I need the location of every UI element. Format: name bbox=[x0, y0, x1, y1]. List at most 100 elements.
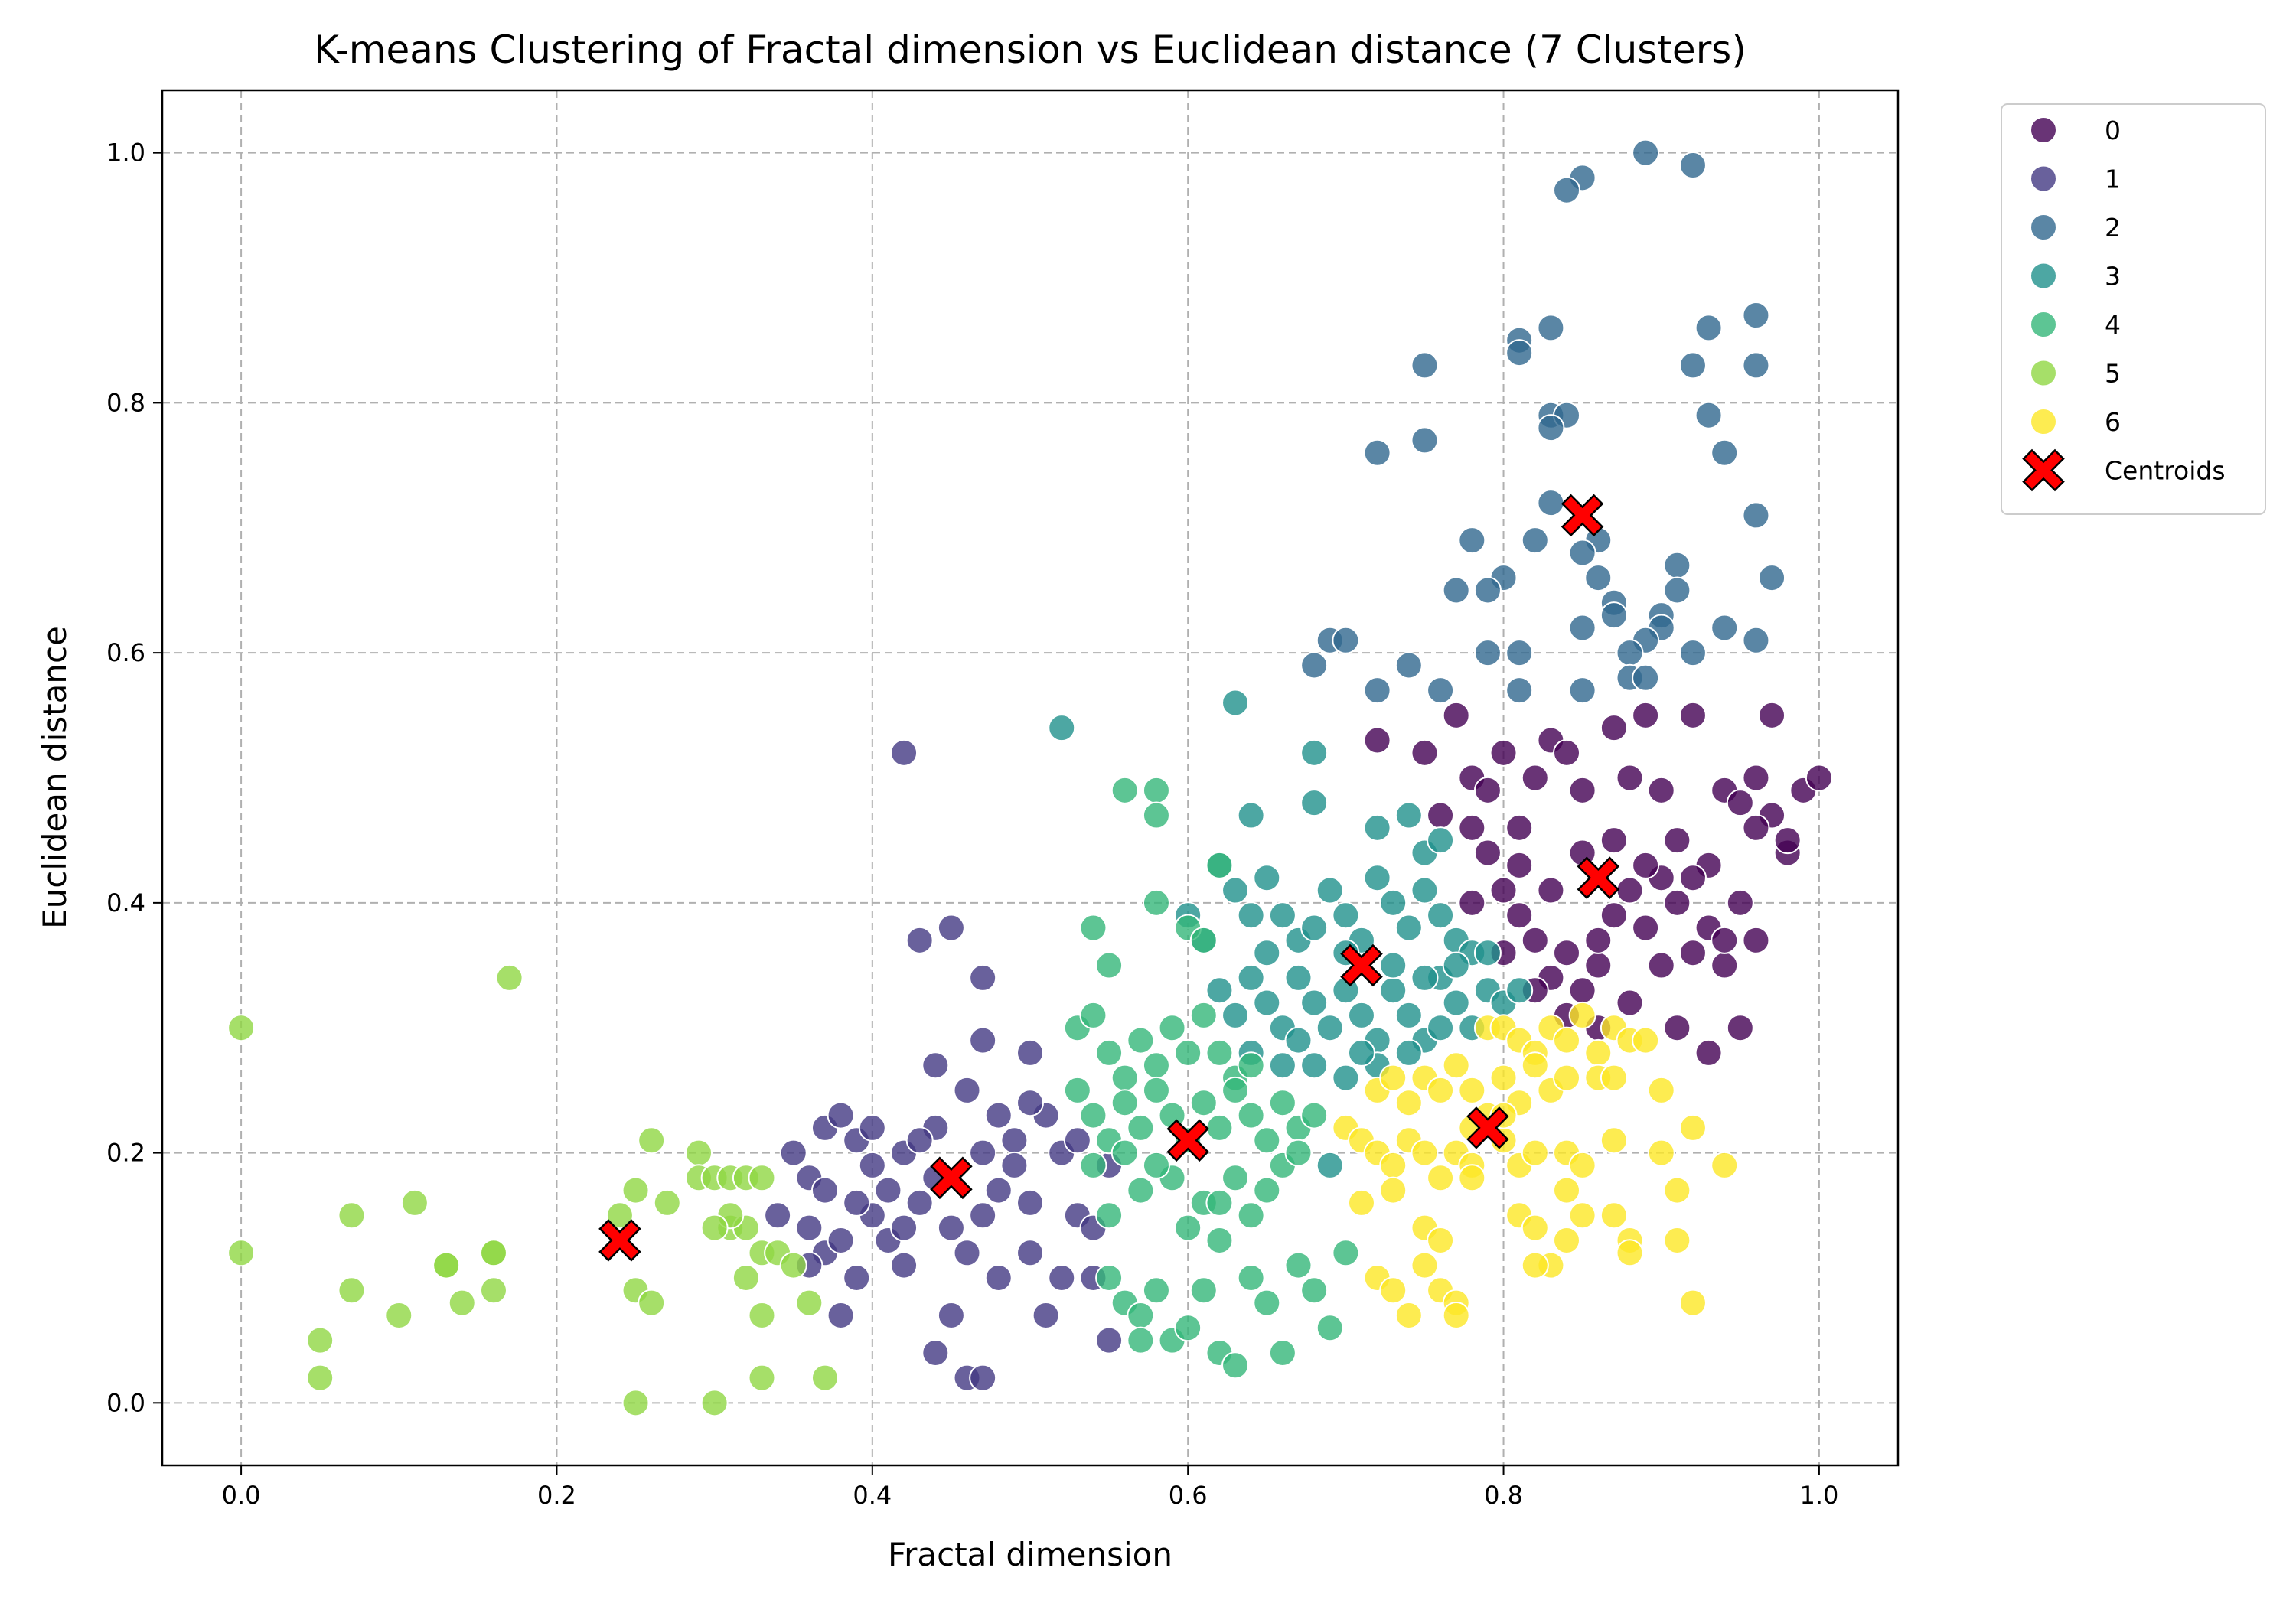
data-point-cluster-2 bbox=[1742, 626, 1770, 654]
data-point-cluster-4 bbox=[1205, 1113, 1234, 1142]
data-point-cluster-0 bbox=[1742, 926, 1770, 954]
data-point-cluster-3 bbox=[1300, 989, 1329, 1017]
data-point-cluster-3 bbox=[1221, 689, 1250, 717]
data-point-cluster-3 bbox=[1505, 976, 1534, 1005]
data-point-cluster-4 bbox=[1142, 888, 1170, 917]
data-point-cluster-0 bbox=[1600, 714, 1628, 742]
data-point-cluster-3 bbox=[1347, 1001, 1375, 1029]
data-point-cluster-5 bbox=[385, 1301, 413, 1329]
data-point-cluster-4 bbox=[1110, 1139, 1139, 1167]
data-point-cluster-1 bbox=[827, 1226, 855, 1254]
data-point-cluster-2 bbox=[1742, 501, 1770, 530]
data-point-cluster-3 bbox=[1300, 789, 1329, 817]
data-point-cluster-1 bbox=[858, 1113, 886, 1142]
data-point-cluster-6 bbox=[1347, 1188, 1375, 1217]
data-point-cluster-5 bbox=[779, 1251, 807, 1279]
x-tick-label: 0.4 bbox=[853, 1481, 892, 1510]
data-point-cluster-3 bbox=[1253, 939, 1281, 967]
legend-centroid-marker bbox=[2022, 448, 2065, 492]
data-point-cluster-3 bbox=[1363, 864, 1391, 892]
data-point-cluster-3 bbox=[1332, 901, 1360, 930]
data-point-cluster-2 bbox=[1616, 639, 1644, 667]
data-point-cluster-1 bbox=[827, 1301, 855, 1329]
data-point-cluster-3 bbox=[1442, 989, 1470, 1017]
data-point-cluster-1 bbox=[1000, 1151, 1029, 1179]
data-point-cluster-2 bbox=[1473, 639, 1502, 667]
data-point-cluster-1 bbox=[969, 1201, 997, 1230]
data-point-cluster-6 bbox=[1663, 1226, 1691, 1254]
data-point-cluster-2 bbox=[1537, 314, 1565, 342]
data-point-cluster-5 bbox=[621, 1389, 650, 1417]
data-point-cluster-5 bbox=[479, 1276, 507, 1305]
data-point-cluster-5 bbox=[700, 1389, 729, 1417]
data-point-cluster-1 bbox=[1016, 1089, 1044, 1117]
data-point-cluster-1 bbox=[874, 1176, 902, 1204]
data-point-cluster-6 bbox=[1489, 1064, 1518, 1092]
data-point-cluster-0 bbox=[1537, 876, 1565, 904]
legend-label: 0 bbox=[2105, 116, 2121, 145]
data-point-cluster-5 bbox=[638, 1126, 666, 1155]
data-point-cluster-2 bbox=[1553, 176, 1581, 204]
legend-label: 4 bbox=[2105, 310, 2121, 340]
data-point-cluster-4 bbox=[1110, 1064, 1139, 1092]
data-point-cluster-0 bbox=[1568, 976, 1596, 1005]
data-point-cluster-2 bbox=[1411, 351, 1439, 380]
centroid-marker bbox=[1561, 494, 1604, 537]
data-point-cluster-2 bbox=[1537, 414, 1565, 442]
data-point-cluster-4 bbox=[1079, 1001, 1107, 1029]
data-point-cluster-2 bbox=[1742, 301, 1770, 330]
data-point-cluster-1 bbox=[1016, 1038, 1044, 1067]
data-point-cluster-1 bbox=[1095, 1326, 1124, 1354]
x-axis-label: Fractal dimension bbox=[888, 1536, 1172, 1573]
data-point-cluster-0 bbox=[1711, 926, 1739, 954]
chart-title: K-means Clustering of Fractal dimension … bbox=[314, 28, 1746, 72]
data-point-cluster-6 bbox=[1394, 1089, 1423, 1117]
data-point-cluster-5 bbox=[448, 1289, 476, 1317]
data-point-cluster-3 bbox=[1379, 951, 1407, 979]
data-point-cluster-2 bbox=[1363, 676, 1391, 705]
data-point-cluster-3 bbox=[1379, 976, 1407, 1005]
centroid-marker bbox=[930, 1156, 973, 1200]
data-point-cluster-3 bbox=[1268, 1051, 1296, 1080]
data-point-cluster-3 bbox=[1316, 1151, 1344, 1179]
x-tick-label: 1.0 bbox=[1799, 1481, 1838, 1510]
data-point-cluster-3 bbox=[1442, 951, 1470, 979]
data-point-cluster-3 bbox=[1379, 888, 1407, 917]
data-point-cluster-1 bbox=[858, 1151, 886, 1179]
data-point-cluster-1 bbox=[921, 1338, 950, 1367]
data-point-cluster-0 bbox=[1411, 738, 1439, 767]
data-point-cluster-5 bbox=[621, 1176, 650, 1204]
data-point-cluster-3 bbox=[1237, 801, 1265, 829]
data-point-cluster-2 bbox=[1427, 676, 1455, 705]
data-point-cluster-4 bbox=[1174, 1214, 1202, 1242]
data-point-cluster-0 bbox=[1678, 864, 1707, 892]
legend-marker-cluster-2 bbox=[2030, 213, 2057, 241]
data-point-cluster-4 bbox=[1127, 1301, 1155, 1329]
data-point-cluster-3 bbox=[1205, 976, 1234, 1005]
data-point-cluster-6 bbox=[1600, 1126, 1628, 1155]
data-point-cluster-2 bbox=[1694, 314, 1723, 342]
data-point-cluster-5 bbox=[748, 1301, 776, 1329]
data-point-cluster-1 bbox=[905, 1188, 934, 1217]
data-point-cluster-5 bbox=[306, 1364, 334, 1392]
legend: 0 1 2 3 4 5 6 Centroids bbox=[2001, 103, 2266, 515]
data-point-cluster-2 bbox=[1505, 676, 1534, 705]
data-point-cluster-2 bbox=[1568, 676, 1596, 705]
data-point-cluster-3 bbox=[1316, 876, 1344, 904]
data-point-cluster-4 bbox=[1205, 1038, 1234, 1067]
data-point-cluster-0 bbox=[1773, 826, 1802, 855]
data-point-cluster-3 bbox=[1253, 989, 1281, 1017]
data-point-cluster-0 bbox=[1726, 1014, 1754, 1042]
data-point-cluster-4 bbox=[1189, 1276, 1218, 1305]
data-point-cluster-5 bbox=[306, 1326, 334, 1354]
data-point-cluster-4 bbox=[1110, 776, 1139, 804]
data-point-cluster-1 bbox=[984, 1101, 1013, 1129]
data-point-cluster-4 bbox=[1253, 1176, 1281, 1204]
data-point-cluster-1 bbox=[1048, 1263, 1076, 1292]
centroid-markers bbox=[598, 494, 1620, 1262]
data-point-cluster-0 bbox=[1726, 789, 1754, 817]
data-point-cluster-4 bbox=[1127, 1113, 1155, 1142]
data-point-cluster-2 bbox=[1521, 526, 1549, 555]
data-point-cluster-3 bbox=[1411, 876, 1439, 904]
data-point-cluster-4 bbox=[1142, 776, 1170, 804]
